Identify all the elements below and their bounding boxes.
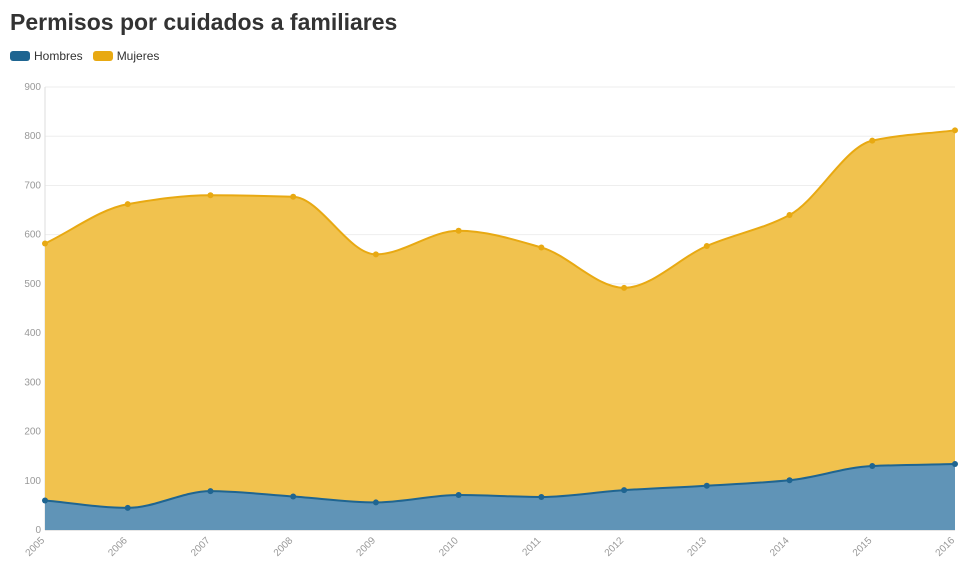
y-tick-label: 200 [24,427,41,438]
point-hombres[interactable] [124,504,131,511]
x-tick-label: 2009 [355,535,379,559]
legend-label-hombres: Hombres [34,49,83,63]
x-tick-label: 2012 [603,535,627,559]
y-tick-label: 700 [24,180,41,191]
point-hombres[interactable] [207,488,214,495]
y-tick-label: 400 [24,328,41,339]
y-tick-label: 600 [24,230,41,241]
legend-item-mujeres[interactable]: Mujeres [92,49,160,63]
point-mujeres[interactable] [372,251,379,258]
chart-title: Permisos por cuidados a familiares [10,9,398,35]
y-tick-label: 800 [24,131,41,142]
y-tick-label: 500 [24,279,41,290]
x-tick-label: 2007 [189,535,213,559]
area-mujeres [45,130,955,508]
series-lines [44,129,956,509]
data-points [42,127,958,511]
point-hombres[interactable] [538,494,545,501]
point-mujeres[interactable] [786,211,793,218]
point-hombres[interactable] [621,487,628,494]
point-mujeres[interactable] [621,284,628,291]
point-hombres[interactable] [703,482,710,489]
x-tick-label: 2015 [851,535,875,559]
x-tick-label: 2010 [437,535,461,559]
x-tick-label: 2011 [520,535,543,558]
point-mujeres[interactable] [207,192,214,199]
point-hombres[interactable] [372,499,379,506]
line-hombres [44,463,956,509]
y-axis-ticks: 0 100 200 300 400 500 600 700 800 900 [24,82,41,536]
point-hombres[interactable] [869,463,876,470]
point-hombres[interactable] [42,497,48,504]
x-tick-label: 2016 [934,535,958,559]
x-tick-label: 2008 [272,535,296,559]
point-mujeres[interactable] [455,227,462,234]
point-mujeres[interactable] [42,240,48,247]
y-tick-label: 300 [24,377,41,388]
point-hombres[interactable] [952,461,958,468]
point-mujeres[interactable] [124,201,131,208]
y-tick-label: 100 [24,476,41,487]
x-axis-ticks: 2005 2006 2007 2008 2009 2010 2011 2012 2013 2014… [24,535,958,559]
x-tick-label: 2006 [106,535,130,559]
point-mujeres[interactable] [290,193,297,200]
x-tick-label: 2014 [768,535,792,559]
x-tick-label: 2005 [24,535,48,559]
point-hombres[interactable] [290,493,297,500]
line-mujeres [44,129,956,289]
point-mujeres[interactable] [952,127,958,134]
legend-label-mujeres: Mujeres [116,49,160,63]
y-tick-label: 900 [24,82,41,93]
legend-swatch-mujeres [92,51,113,61]
legend-swatch-hombres [10,51,30,61]
point-mujeres[interactable] [869,137,876,144]
y-tick-label: 0 [35,525,41,536]
point-mujeres[interactable] [703,242,710,249]
point-hombres[interactable] [455,492,462,499]
x-tick-label: 2013 [685,535,709,559]
point-mujeres[interactable] [538,244,545,251]
point-hombres[interactable] [786,477,793,484]
legend-item-hombres[interactable]: Hombres [10,49,83,63]
legend: Hombres Mujeres [10,49,159,63]
